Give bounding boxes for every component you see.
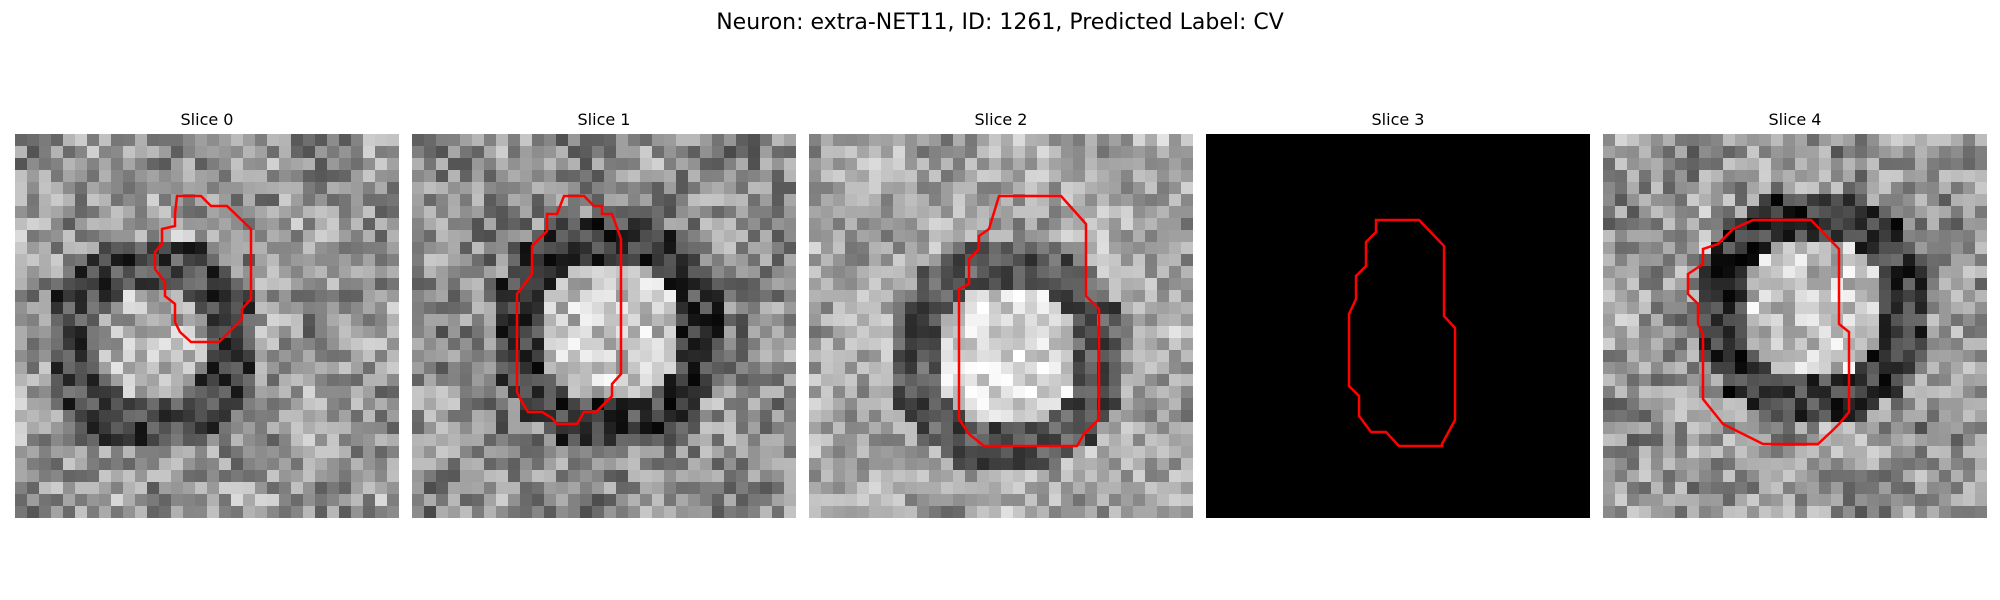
slice-panel-1: Slice 1 [412,110,796,520]
slice-panel-0: Slice 0 [15,110,399,520]
roi-contour [957,194,1101,448]
slice-title-0: Slice 0 [180,110,234,129]
slice-title-1: Slice 1 [577,110,631,129]
slice-title-3: Slice 3 [1371,110,1425,129]
pixel-grid [1603,134,1987,518]
slice-image-1 [412,134,796,518]
slice-title-4: Slice 4 [1768,110,1822,129]
roi-contour [515,194,623,426]
pixel-grid [412,134,796,518]
pixel-grid [809,134,1193,518]
roi-contour [1347,218,1457,448]
slice-image-2 [809,134,1193,518]
slice-panel-3: Slice 3 [1206,110,1590,520]
slice-image-3 [1206,134,1590,518]
slice-panel-2: Slice 2 [809,110,1193,520]
slice-image-4 [1603,134,1987,518]
pixel-grid [1206,134,1590,518]
slice-image-0 [15,134,399,518]
roi-contour [1686,218,1851,446]
figure-title: Neuron: extra-NET11, ID: 1261, Predicted… [716,10,1284,35]
roi-contour [153,194,253,344]
slice-panel-4: Slice 4 [1603,110,1987,520]
slice-title-2: Slice 2 [974,110,1028,129]
pixel-grid [15,134,399,518]
